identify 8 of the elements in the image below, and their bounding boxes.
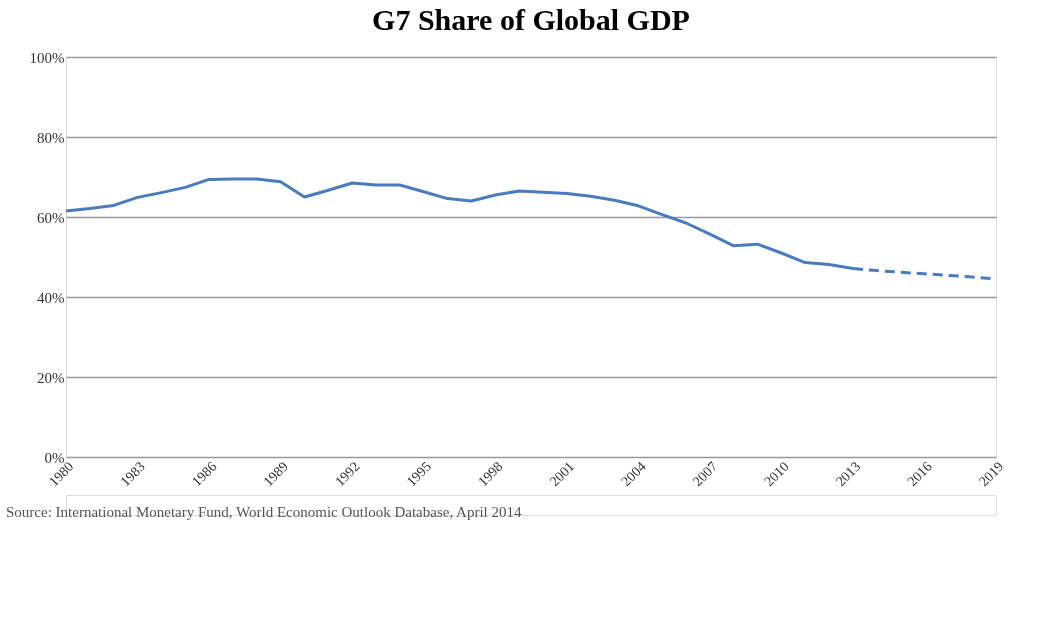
- y-tick-label: 100%: [29, 49, 65, 66]
- y-tick-label: 80%: [37, 129, 65, 146]
- y-tick-label: 40%: [37, 289, 65, 306]
- chart-title: G7 Share of Global GDP: [372, 3, 690, 36]
- y-tick-label: 60%: [37, 209, 65, 226]
- y-tick-label: 20%: [37, 369, 65, 386]
- source-note: Source: International Monetary Fund, World Economic Outlook Database, April 2014: [6, 504, 522, 520]
- y-tick-label: 0%: [44, 449, 65, 466]
